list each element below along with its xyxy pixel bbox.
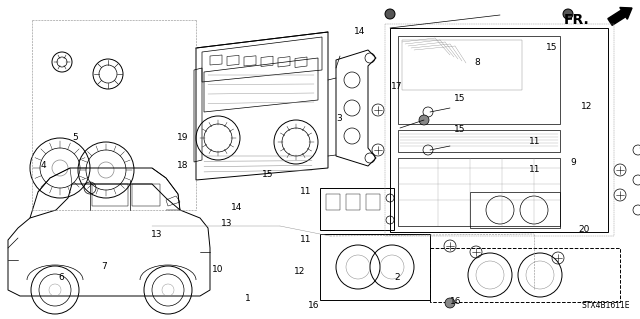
Text: 12: 12 (580, 102, 592, 111)
Text: FR.: FR. (564, 13, 589, 27)
Text: 6: 6 (58, 273, 63, 282)
Text: 18: 18 (177, 161, 188, 170)
Text: 3: 3 (337, 114, 342, 122)
Bar (398, 36, 560, 124)
Text: 12: 12 (294, 267, 305, 276)
Text: 13: 13 (221, 219, 233, 228)
Text: 4: 4 (41, 161, 46, 170)
Text: 20: 20 (578, 225, 589, 234)
Text: 2: 2 (394, 273, 399, 282)
Bar (390, 28, 608, 232)
Text: STX4B1611E: STX4B1611E (582, 301, 630, 310)
Bar (366, 194, 380, 210)
Text: 15: 15 (454, 125, 465, 134)
Bar (398, 130, 560, 152)
Text: 19: 19 (177, 133, 188, 142)
Circle shape (385, 9, 395, 19)
Text: 5: 5 (73, 133, 78, 142)
Circle shape (419, 115, 429, 125)
Circle shape (445, 298, 455, 308)
Text: 1: 1 (246, 294, 251, 303)
Text: 16: 16 (450, 297, 461, 306)
Text: 10: 10 (212, 265, 223, 274)
Text: 11: 11 (300, 235, 312, 244)
Bar (132, 184, 160, 206)
Text: 14: 14 (354, 27, 365, 36)
Text: 17: 17 (391, 82, 403, 91)
Text: 9: 9 (570, 158, 575, 167)
Bar (402, 40, 522, 90)
Circle shape (563, 9, 573, 19)
Text: 11: 11 (529, 165, 540, 174)
Text: 16: 16 (308, 301, 319, 310)
Text: 7: 7 (102, 262, 107, 271)
Text: 15: 15 (546, 43, 557, 52)
Bar (326, 194, 340, 210)
Text: 15: 15 (262, 170, 273, 179)
Bar (398, 158, 560, 226)
Text: 13: 13 (151, 230, 163, 239)
Bar (346, 194, 360, 210)
Text: 11: 11 (300, 187, 312, 196)
Text: 14: 14 (231, 203, 243, 212)
Bar (92, 184, 128, 206)
Text: 11: 11 (529, 137, 540, 146)
Text: 15: 15 (454, 94, 465, 103)
Text: 8: 8 (474, 58, 479, 67)
FancyArrow shape (608, 7, 632, 26)
